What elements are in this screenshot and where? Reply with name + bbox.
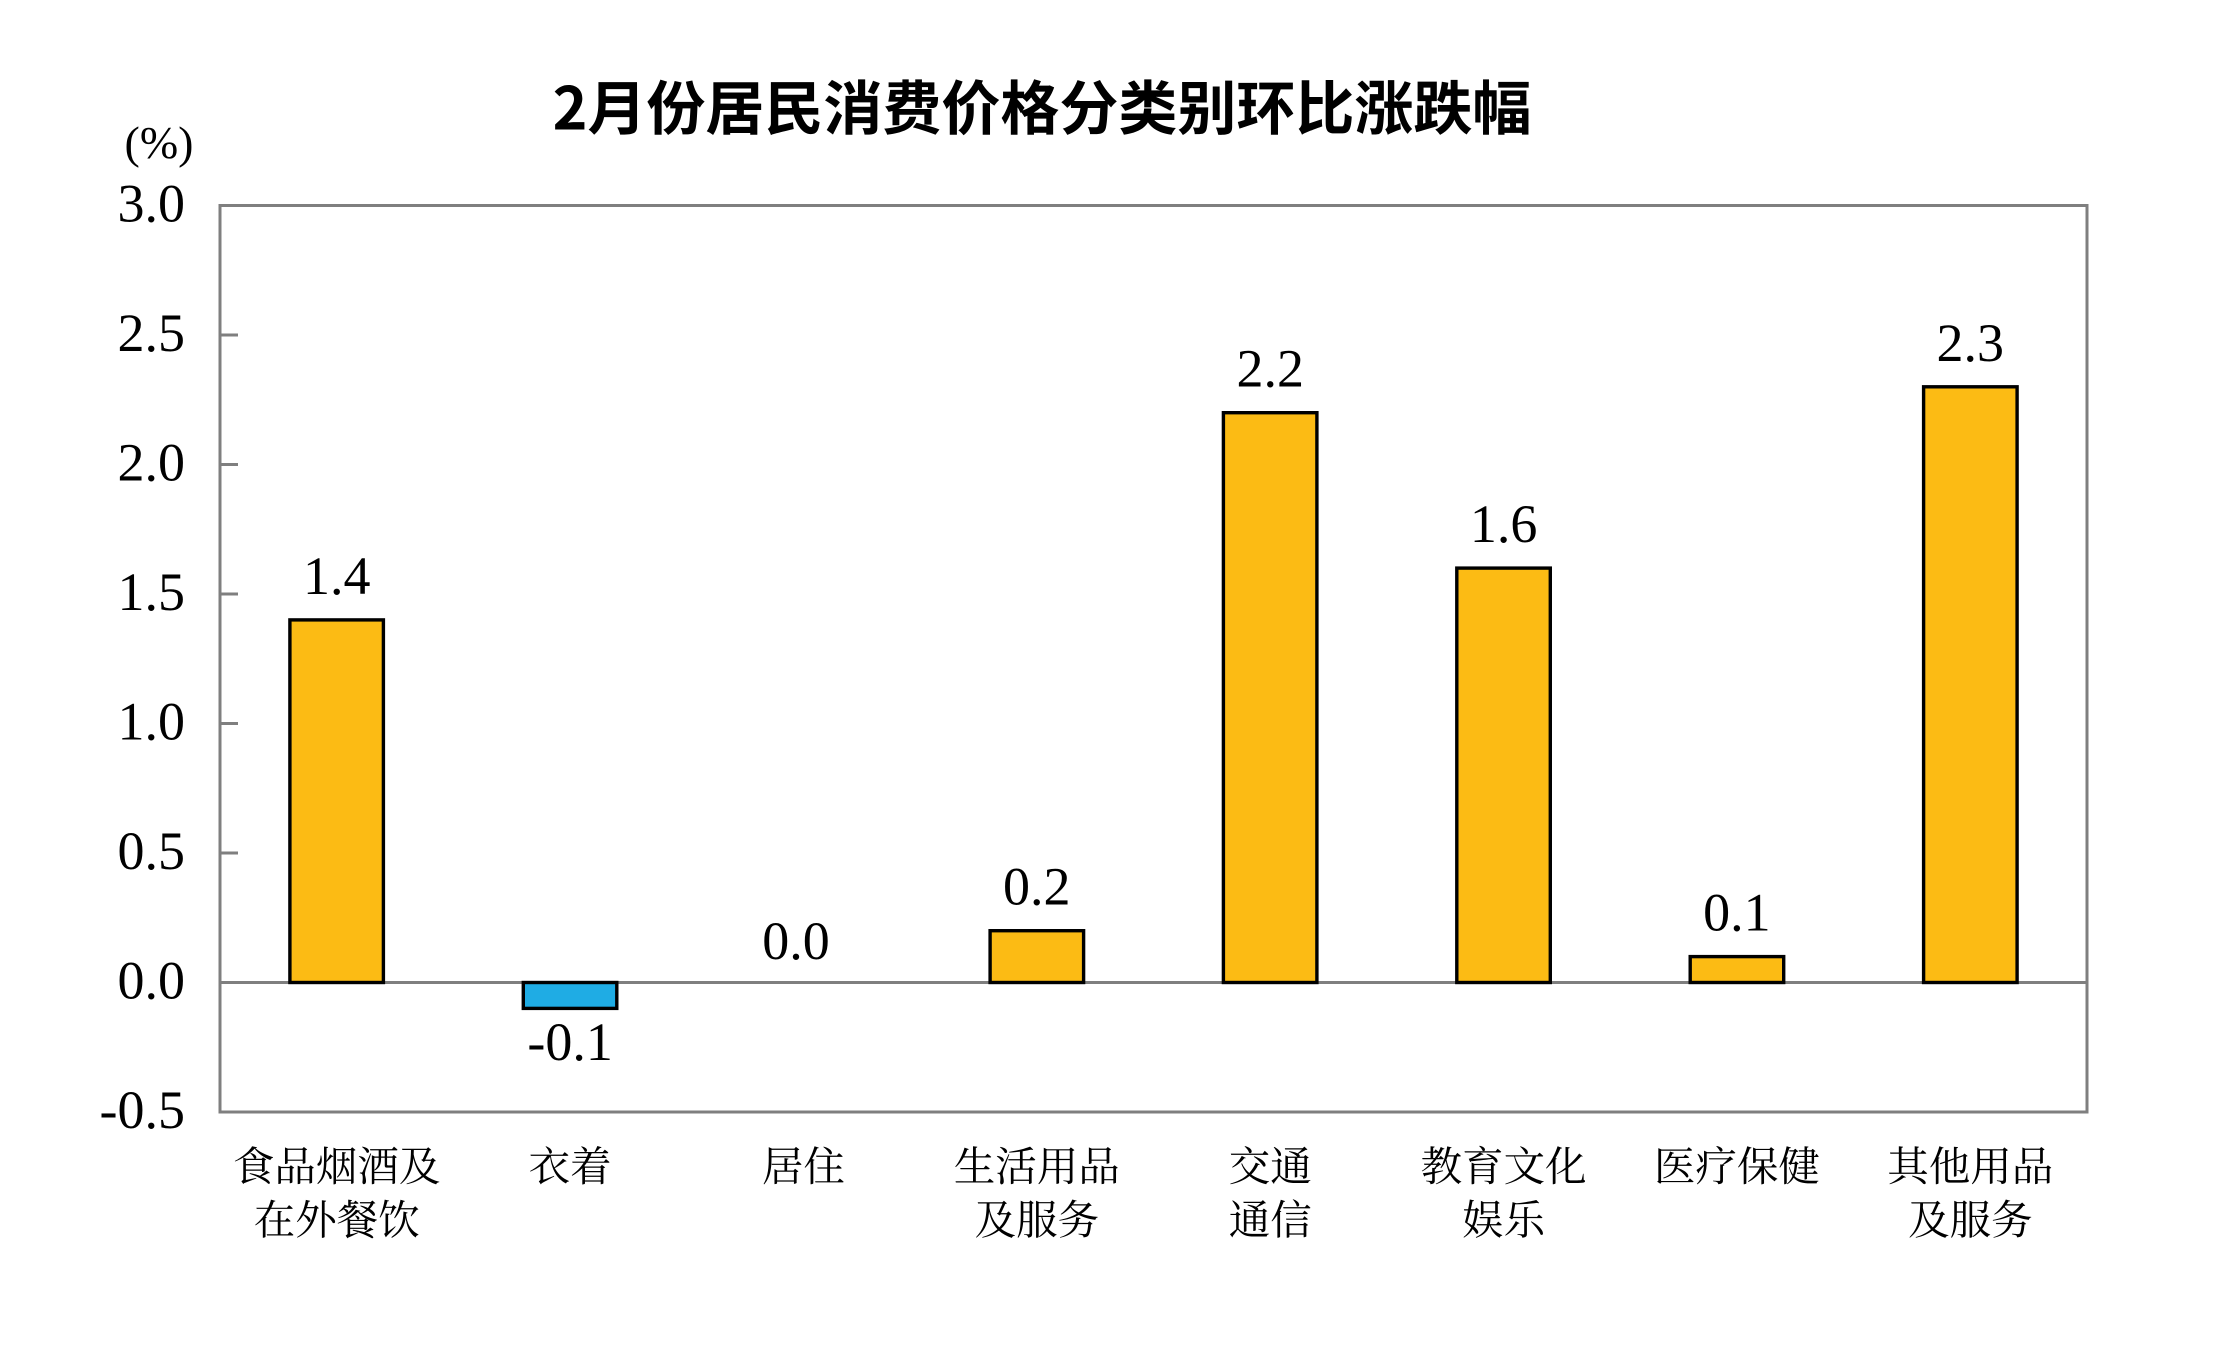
svg-text:0.1: 0.1 xyxy=(1703,883,1771,943)
svg-text:2.0: 2.0 xyxy=(118,433,186,493)
svg-text:2.2: 2.2 xyxy=(1236,339,1304,399)
svg-text:-0.5: -0.5 xyxy=(100,1080,185,1140)
svg-text:(%): (%) xyxy=(125,117,194,168)
svg-text:2.3: 2.3 xyxy=(1937,313,2005,373)
svg-text:0.0: 0.0 xyxy=(118,951,186,1011)
svg-text:3.0: 3.0 xyxy=(118,174,186,234)
svg-text:1.5: 1.5 xyxy=(118,562,186,622)
svg-text:1.0: 1.0 xyxy=(118,692,186,752)
svg-text:1.6: 1.6 xyxy=(1470,494,1538,554)
svg-text:0.5: 0.5 xyxy=(118,821,186,881)
svg-text:0.2: 0.2 xyxy=(1003,857,1071,917)
svg-text:2.5: 2.5 xyxy=(118,303,186,363)
svg-text:0.0: 0.0 xyxy=(762,911,830,971)
svg-text:1.4: 1.4 xyxy=(303,546,371,606)
svg-text:-0.1: -0.1 xyxy=(527,1012,612,1072)
